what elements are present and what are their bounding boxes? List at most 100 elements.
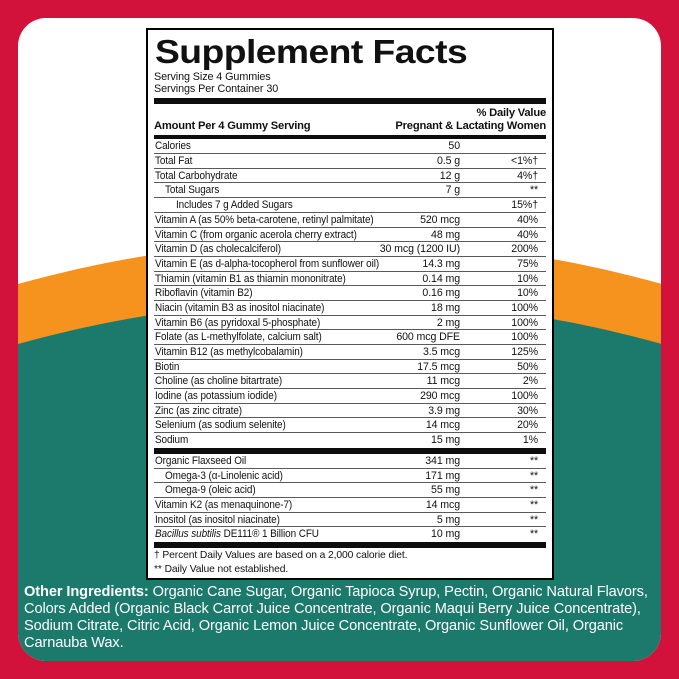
row-daily-value: 50% <box>517 360 538 373</box>
row-daily-value: 40% <box>517 228 538 241</box>
table-row: Inositol (as inositol niacinate) 5 mg ** <box>154 513 546 528</box>
product-panel-background: Supplement Facts Serving Size 4 Gummies … <box>18 18 661 661</box>
row-amount: 48 mg <box>431 228 460 241</box>
row-amount: 3.5 mcg <box>423 346 460 358</box>
table-row: Omega-9 (oleic acid) 55 mg ** <box>154 483 546 498</box>
column-header-amount: Amount Per 4 Gummy Serving <box>154 120 311 133</box>
row-amount: 0.16 mg <box>422 287 460 300</box>
table-row: Vitamin D (as cholecalciferol) 30 mcg (12… <box>154 242 546 257</box>
row-name: Inositol (as inositol niacinate) <box>155 513 280 526</box>
row-name: Calories <box>155 140 191 153</box>
table-row: Iodine (as potassium iodide) 290 mcg 100% <box>154 389 546 404</box>
row-amount: 0.5 g <box>436 155 460 168</box>
row-daily-value: 100% <box>511 331 538 344</box>
row-daily-value: <1%† <box>511 155 538 168</box>
row-daily-value: 125% <box>511 346 538 358</box>
row-daily-value: 1% <box>522 434 538 447</box>
row-daily-value: ** <box>529 484 538 497</box>
row-daily-value: ** <box>529 184 538 197</box>
row-name: Vitamin D (as cholecalciferol) <box>155 243 281 256</box>
table-row: Organic Flaxseed Oil 341 mg ** <box>154 454 546 469</box>
row-name: Iodine (as potassium iodide) <box>155 390 277 403</box>
row-name: Bacillus subtilis DE111® 1 Billion CFU <box>155 527 319 541</box>
row-name: Zinc (as zinc citrate) <box>155 404 243 417</box>
supplement-facts-panel: Supplement Facts Serving Size 4 Gummies … <box>146 28 554 581</box>
row-amount: 14.3 mg <box>422 257 460 270</box>
table-row: Calories 50 <box>154 139 546 155</box>
table-row: Bacillus subtilis DE111® 1 Billion CFU 10… <box>154 527 546 542</box>
nutrient-rows-supplement: Organic Flaxseed Oil 341 mg ** Omega-3 (α-L… <box>154 454 546 542</box>
row-daily-value: 100% <box>511 301 538 314</box>
row-name: Omega-3 (α-Linolenic acid) <box>165 469 283 482</box>
row-name: Vitamin E (as d-alpha-tocopherol from su… <box>155 257 380 270</box>
row-name: Selenium (as sodium selenite) <box>155 419 286 432</box>
column-header-daily-value: % Daily Value <box>476 107 546 120</box>
row-amount: 14 mcg <box>425 419 460 432</box>
table-row: Vitamin A (as 50% beta-carotene, retinyl… <box>154 213 546 228</box>
column-header-population: Pregnant & Lactating Women <box>395 119 546 132</box>
row-name: Includes 7 g Added Sugars <box>176 199 293 212</box>
row-amount: 2 mg <box>436 316 460 329</box>
row-name: Omega-9 (oleic acid) <box>165 484 256 497</box>
table-row: Vitamin C (from organic acerola cherry e… <box>154 228 546 243</box>
table-row: Vitamin B12 (as methylcobalamin) 3.5 mcg 1… <box>154 345 546 360</box>
other-ingredients: Other Ingredients: Organic Cane Sugar, O… <box>24 584 656 652</box>
table-row: Choline (as choline bitartrate) 11 mcg 2% <box>154 374 546 390</box>
table-row: Vitamin B6 (as pyridoxal 5-phosphate) 2 m… <box>154 316 546 331</box>
other-ingredients-text: Organic Cane Sugar, Organic Tapioca Syru… <box>24 584 648 651</box>
nutrient-rows-main: Calories 50 Total Fat 0.5 g <1%† Total Carboh… <box>154 139 546 447</box>
row-name: Riboflavin (vitamin B2) <box>155 287 253 300</box>
table-row: Vitamin E (as d-alpha-tocopherol from su… <box>154 257 546 272</box>
row-amount: 18 mg <box>431 301 460 314</box>
table-row: Zinc (as zinc citrate) 3.9 mg 30% <box>154 404 546 419</box>
row-amount: 15 mg <box>431 434 460 447</box>
row-daily-value: 10% <box>517 287 538 300</box>
table-row: Thiamin (vitamin B1 as thiamin mononitra… <box>154 272 546 287</box>
row-daily-value: 15%† <box>511 199 538 212</box>
row-daily-value: ** <box>529 454 538 467</box>
row-amount: 0.14 mg <box>422 272 460 285</box>
table-row: Selenium (as sodium selenite) 14 mcg 20% <box>154 418 546 434</box>
row-name: Vitamin C (from organic acerola cherry e… <box>155 228 357 241</box>
row-amount: 171 mg <box>425 469 460 482</box>
row-daily-value: 75% <box>517 257 538 270</box>
row-daily-value: 4%† <box>517 169 538 182</box>
table-row: Sodium 15 mg 1% <box>154 433 546 448</box>
row-amount: 11 mcg <box>426 375 460 388</box>
row-amount: 341 mg <box>425 454 460 467</box>
row-amount: 17.5 mcg <box>417 360 460 373</box>
row-name: Vitamin B6 (as pyridoxal 5-phosphate) <box>155 316 321 329</box>
row-name: Organic Flaxseed Oil <box>155 454 247 467</box>
row-amount: 55 mg <box>431 484 460 497</box>
row-daily-value: 2% <box>522 375 538 388</box>
row-amount: 50 <box>448 140 460 153</box>
thick-divider <box>154 541 546 548</box>
servings-per-container: Servings Per Container 30 <box>154 83 279 96</box>
table-row: Total Carbohydrate 12 g 4%† <box>154 169 546 184</box>
row-amount: 520 mcg <box>420 213 460 226</box>
row-amount: 5 mg <box>436 513 460 526</box>
row-daily-value: ** <box>529 498 538 511</box>
row-daily-value: ** <box>529 528 538 541</box>
row-name: Vitamin A (as 50% beta-carotene, retinyl… <box>155 213 374 226</box>
table-row: Riboflavin (vitamin B2) 0.16 mg 10% <box>154 286 546 301</box>
row-name: Thiamin (vitamin B1 as thiamin mononitra… <box>155 272 346 285</box>
table-row: Vitamin K2 (as menaquinone-7) 14 mcg ** <box>154 498 546 513</box>
table-row: Total Sugars 7 g ** <box>154 183 546 199</box>
row-amount: 3.9 mg <box>428 404 460 417</box>
serving-size: Serving Size 4 Gummies <box>154 71 271 83</box>
row-daily-value: 10% <box>517 272 538 285</box>
row-amount: 7 g <box>445 184 461 197</box>
thick-divider <box>154 447 546 454</box>
table-row: Niacin (vitamin B3 as inositol niacinate… <box>154 301 546 316</box>
row-amount: 290 mcg <box>420 390 460 403</box>
row-amount: 10 mg <box>431 528 460 541</box>
row-name: Vitamin K2 (as menaquinone-7) <box>155 498 293 511</box>
row-name: Total Sugars <box>165 184 220 197</box>
row-daily-value: 200% <box>511 243 538 256</box>
row-name: Folate (as L-methylfolate, calcium salt) <box>155 331 322 344</box>
footnote-not-established: ** Daily Value not established. <box>154 564 289 576</box>
row-daily-value: ** <box>529 469 538 482</box>
medium-divider <box>154 134 546 140</box>
row-daily-value: 20% <box>517 419 538 432</box>
